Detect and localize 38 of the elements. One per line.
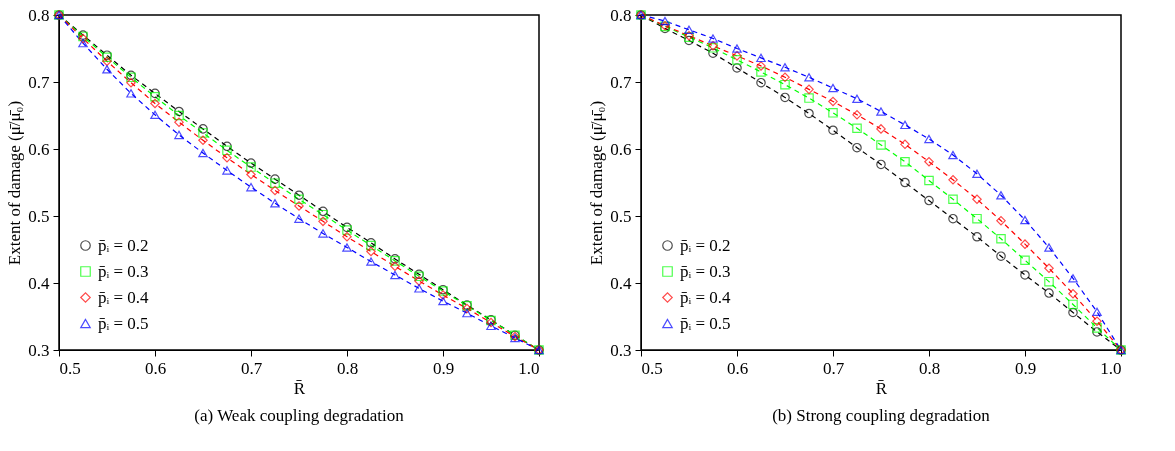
x-tick-label: 0.7: [240, 358, 263, 378]
legend-label: p̄ᵢ = 0.5: [680, 313, 731, 333]
x-tick-label: 0.8: [918, 358, 941, 378]
x-tick-label: 0.5: [59, 358, 81, 378]
y-axis-title: Extent of damage (μ̄/μ̄₀): [587, 100, 607, 266]
y-axis-title: Extent of damage (μ̄/μ̄₀): [5, 100, 25, 266]
legend-label: p̄ᵢ = 0.3: [98, 261, 149, 281]
x-tick-label: 1.0: [518, 358, 540, 378]
y-tick-label: 0.6: [610, 139, 632, 159]
x-axis-title: R̄: [875, 378, 888, 398]
y-tick-label: 0.8: [28, 5, 50, 25]
x-tick-label: 0.6: [144, 358, 167, 378]
y-tick-label: 0.7: [610, 72, 632, 92]
x-tick-label: 0.7: [822, 358, 845, 378]
legend-label: p̄ᵢ = 0.4: [680, 287, 732, 307]
x-tick-label: 0.9: [432, 358, 455, 378]
y-tick-label: 0.8: [610, 5, 632, 25]
y-tick-label: 0.5: [610, 206, 632, 226]
y-tick-label: 0.3: [28, 340, 50, 360]
y-tick-label: 0.4: [610, 273, 632, 293]
x-tick-label: 0.8: [336, 358, 359, 378]
text: (a) Weak coupling degradation: [194, 406, 405, 425]
y-tick-label: 0.3: [610, 340, 632, 360]
y-tick-label: 0.7: [28, 72, 50, 92]
legend-label: p̄ᵢ = 0.4: [98, 287, 150, 307]
y-tick-label: 0.5: [28, 206, 50, 226]
y-tick-label: 0.6: [28, 139, 50, 159]
x-axis-title: R̄: [293, 378, 306, 398]
text: (b) Strong coupling degradation: [772, 406, 991, 425]
y-tick-label: 0.4: [28, 273, 50, 293]
legend-label: p̄ᵢ = 0.5: [98, 313, 149, 333]
x-tick-label: 1.0: [1100, 358, 1122, 378]
legend-label: p̄ᵢ = 0.3: [680, 261, 731, 281]
x-tick-label: 0.6: [726, 358, 749, 378]
x-tick-label: 0.9: [1014, 358, 1037, 378]
legend-label: p̄ᵢ = 0.2: [98, 235, 149, 255]
x-tick-label: 0.5: [641, 358, 663, 378]
legend-label: p̄ᵢ = 0.2: [680, 235, 731, 255]
